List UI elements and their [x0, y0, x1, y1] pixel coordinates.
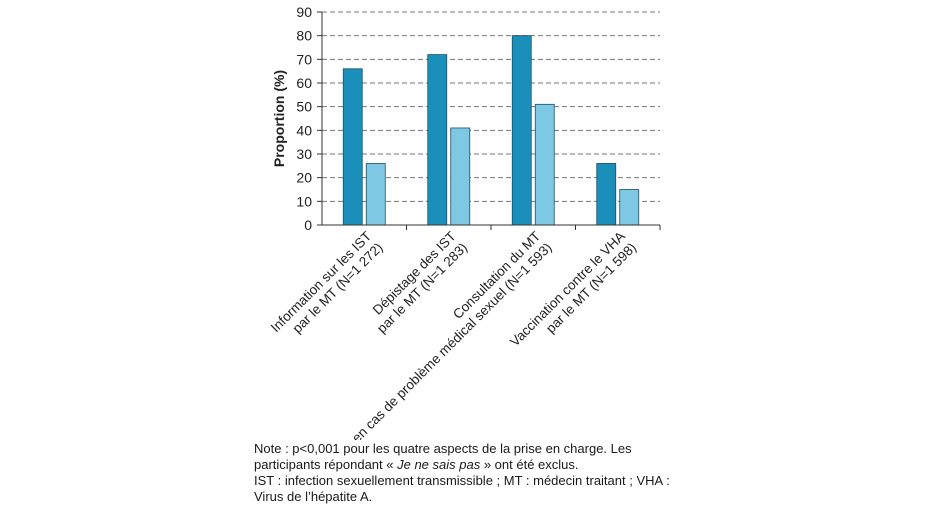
note-text-1: Note : p<0,001 pour les quatre aspects d… [254, 441, 632, 472]
y-tick-label: 0 [304, 217, 312, 233]
bar-series-2-cat-4 [619, 189, 640, 226]
bar-chart: 0 10 20 30 40 50 60 70 80 90 Proportion (%) Infor… [268, 4, 661, 440]
y-tick-label: 10 [296, 193, 312, 209]
bar-series-2-cat-3 [534, 103, 555, 226]
y-axis-label: Proportion (%) [271, 70, 287, 167]
category-labels: Information sur les ISTpar le MT (N=1 27… [268, 225, 661, 440]
y-tick-label: 20 [296, 170, 312, 186]
y-tick-label: 90 [296, 4, 312, 20]
bar-series-1-cat-3 [511, 35, 532, 226]
note-line-1: Note : p<0,001 pour les quatre aspects d… [254, 441, 684, 473]
category-label-line: Information sur les IST [268, 229, 375, 336]
bar-series-1-cat-1 [342, 68, 363, 226]
bar-series-1-cat-2 [427, 54, 448, 226]
note-text-2: » ont été exclus. [480, 457, 579, 472]
y-tick-label: 50 [296, 99, 312, 115]
bar-series-1-cat-4 [596, 163, 617, 226]
y-tick-label: 80 [296, 28, 312, 44]
note-italic: Je ne sais pas [397, 457, 481, 472]
bars [342, 35, 640, 226]
bar-series-2-cat-1 [365, 163, 386, 226]
bar-series-2-cat-2 [450, 127, 471, 226]
y-tick-label: 60 [296, 75, 312, 91]
y-tick-label: 40 [296, 122, 312, 138]
footnote: Note : p<0,001 pour les quatre aspects d… [254, 441, 684, 505]
note-line-2: IST : infection sexuellement transmissib… [254, 473, 670, 504]
category-label: Information sur les ISTpar le MT (N=1 27… [268, 229, 386, 347]
y-tick-label: 30 [296, 146, 312, 162]
y-tick-label: 70 [296, 51, 312, 67]
y-tick-labels: 0 10 20 30 40 50 60 70 80 90 [296, 4, 322, 233]
